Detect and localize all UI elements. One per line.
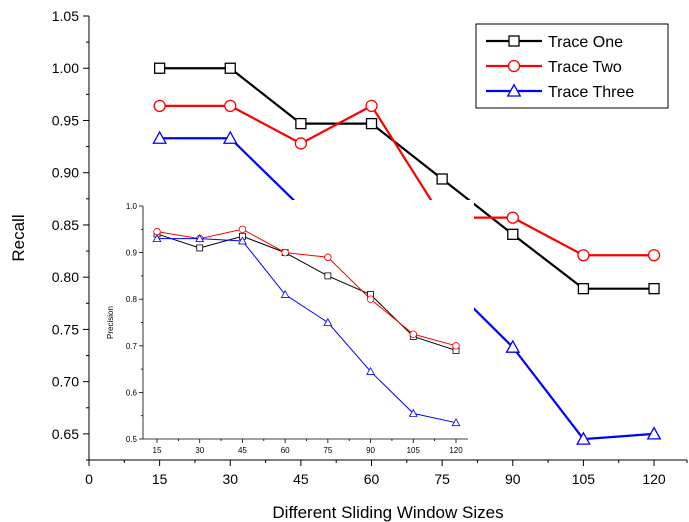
x-tick-label: 15 — [152, 471, 168, 487]
inset-x-tick-label: 75 — [323, 446, 332, 455]
data-point-2 — [365, 99, 378, 112]
legend-label-1: Trace One — [548, 34, 623, 51]
data-point-2 — [577, 249, 590, 262]
inset-x-tick-label: 90 — [366, 446, 375, 455]
series-line-1 — [159, 67, 655, 290]
x-tick-label: 120 — [642, 471, 666, 487]
data-point-1 — [577, 283, 590, 295]
legend-marker-3 — [506, 83, 522, 97]
y-tick-label: 0.85 — [52, 217, 79, 233]
inset-data-point-3 — [408, 408, 418, 417]
data-point-2 — [506, 211, 519, 224]
series-line-2 — [159, 104, 655, 257]
inset-data-point-3 — [451, 418, 461, 427]
inset-y-axis-title: Precision — [106, 306, 115, 339]
inset-x-tick-label: 45 — [238, 446, 247, 455]
inset-chart: 15 30 45 60 75 90 105 120 0.5 0.6 0.7 0.8 0.9 1.0 Prec… — [103, 200, 474, 459]
legend-marker-2 — [507, 59, 521, 73]
data-point-1 — [153, 62, 166, 74]
y-tick-label: 0.75 — [52, 321, 79, 337]
y-tick-label: 0.95 — [52, 112, 79, 128]
y-axis-title: Recall — [9, 214, 28, 261]
inset-data-point-2 — [409, 330, 417, 338]
inset-series-line-1 — [156, 233, 457, 351]
y-tick-label: 0.90 — [52, 165, 79, 181]
legend-label-3: Trace Three — [548, 84, 634, 101]
data-point-1 — [436, 173, 448, 185]
x-tick-label: 75 — [434, 471, 450, 487]
data-point-3 — [576, 431, 591, 445]
inset-x-tick-label: 30 — [195, 446, 204, 455]
data-point-3 — [152, 130, 167, 144]
x-tick-label: 105 — [572, 471, 596, 487]
data-point-1 — [507, 228, 519, 240]
inset-y-tick-label: 0.7 — [126, 342, 138, 351]
legend-label-2: Trace Two — [548, 59, 622, 76]
y-tick-label: 1.05 — [52, 8, 79, 24]
data-point-1 — [648, 283, 660, 295]
inset-data-point-3 — [237, 236, 247, 245]
data-point-1 — [224, 62, 236, 74]
inset-y-tick-label: 0.6 — [126, 388, 138, 397]
inset-series-line-3 — [157, 238, 457, 424]
inset-data-point-2 — [366, 295, 375, 303]
legend-marker-1 — [508, 35, 520, 47]
inset-y-tick-label: 1.0 — [126, 202, 138, 211]
data-point-2 — [153, 99, 166, 112]
data-point-1 — [365, 117, 378, 130]
inset-data-point-2 — [324, 253, 332, 261]
inset-data-point-2 — [281, 248, 289, 257]
data-point-2 — [224, 99, 237, 112]
inset-data-point-2 — [238, 225, 247, 233]
inset-data-point-3 — [195, 234, 205, 243]
inset-data-point-3 — [323, 317, 333, 326]
inset-y-tick-label: 0.5 — [126, 435, 138, 444]
y-tick-label: 0.65 — [52, 426, 79, 442]
y-tick-label: 0.70 — [52, 374, 79, 390]
data-point-3 — [222, 130, 238, 144]
y-tick-label: 0.80 — [52, 269, 79, 285]
inset-x-tick-label: 15 — [153, 446, 162, 455]
inset-data-point-3 — [280, 289, 290, 298]
inset-data-point-1 — [324, 272, 332, 280]
inset-series-line-2 — [156, 228, 457, 347]
inset-data-point-3 — [152, 234, 162, 243]
data-point-2 — [647, 249, 661, 262]
inset-data-point-1 — [196, 244, 204, 252]
inset-data-point-3 — [366, 366, 376, 375]
x-tick-label: 45 — [293, 471, 309, 487]
inset-y-tick-label: 0.8 — [126, 295, 138, 304]
x-tick-label: 60 — [364, 471, 380, 487]
inset-data-point-2 — [153, 227, 161, 236]
inset-y-tick-label: 0.9 — [126, 249, 138, 258]
x-tick-label: 0 — [85, 471, 93, 487]
x-axis-title: Different Sliding Window Sizes — [272, 503, 503, 522]
data-point-3 — [505, 339, 521, 353]
data-point-1 — [295, 117, 307, 130]
legend: Trace One Trace Two Trace Three — [475, 23, 669, 109]
data-point-2 — [294, 137, 308, 150]
data-point-3 — [646, 426, 662, 440]
inset-x-tick-label: 120 — [449, 446, 463, 455]
y-tick-label: 1.00 — [52, 60, 79, 76]
inset-x-tick-label: 105 — [407, 446, 421, 455]
x-tick-label: 90 — [505, 471, 521, 487]
x-tick-label: 30 — [222, 471, 238, 487]
inset-x-tick-label: 60 — [281, 446, 290, 455]
inset-data-point-2 — [452, 342, 460, 350]
